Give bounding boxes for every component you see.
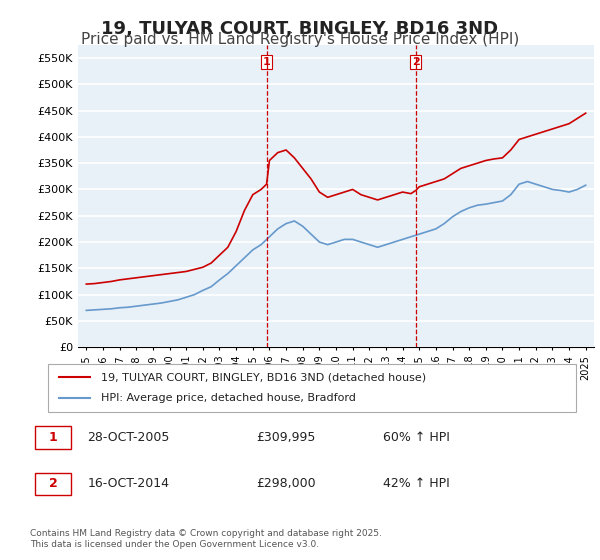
Text: 42% ↑ HPI: 42% ↑ HPI: [383, 477, 449, 490]
Text: 2: 2: [412, 57, 419, 67]
Text: 16-OCT-2014: 16-OCT-2014: [88, 477, 169, 490]
Text: 2: 2: [49, 477, 58, 490]
Text: 19, TULYAR COURT, BINGLEY, BD16 3ND: 19, TULYAR COURT, BINGLEY, BD16 3ND: [101, 20, 499, 38]
FancyBboxPatch shape: [35, 473, 71, 495]
Text: 1: 1: [49, 431, 58, 444]
Text: 1: 1: [263, 57, 271, 67]
Text: 28-OCT-2005: 28-OCT-2005: [88, 431, 170, 444]
FancyBboxPatch shape: [35, 427, 71, 449]
Text: £309,995: £309,995: [256, 431, 315, 444]
Text: 19, TULYAR COURT, BINGLEY, BD16 3ND (detached house): 19, TULYAR COURT, BINGLEY, BD16 3ND (det…: [101, 372, 426, 382]
Text: HPI: Average price, detached house, Bradford: HPI: Average price, detached house, Brad…: [101, 393, 356, 403]
Text: 60% ↑ HPI: 60% ↑ HPI: [383, 431, 449, 444]
Text: Price paid vs. HM Land Registry's House Price Index (HPI): Price paid vs. HM Land Registry's House …: [81, 32, 519, 48]
Text: Contains HM Land Registry data © Crown copyright and database right 2025.
This d: Contains HM Land Registry data © Crown c…: [30, 529, 382, 549]
Text: £298,000: £298,000: [256, 477, 316, 490]
FancyBboxPatch shape: [48, 364, 576, 412]
